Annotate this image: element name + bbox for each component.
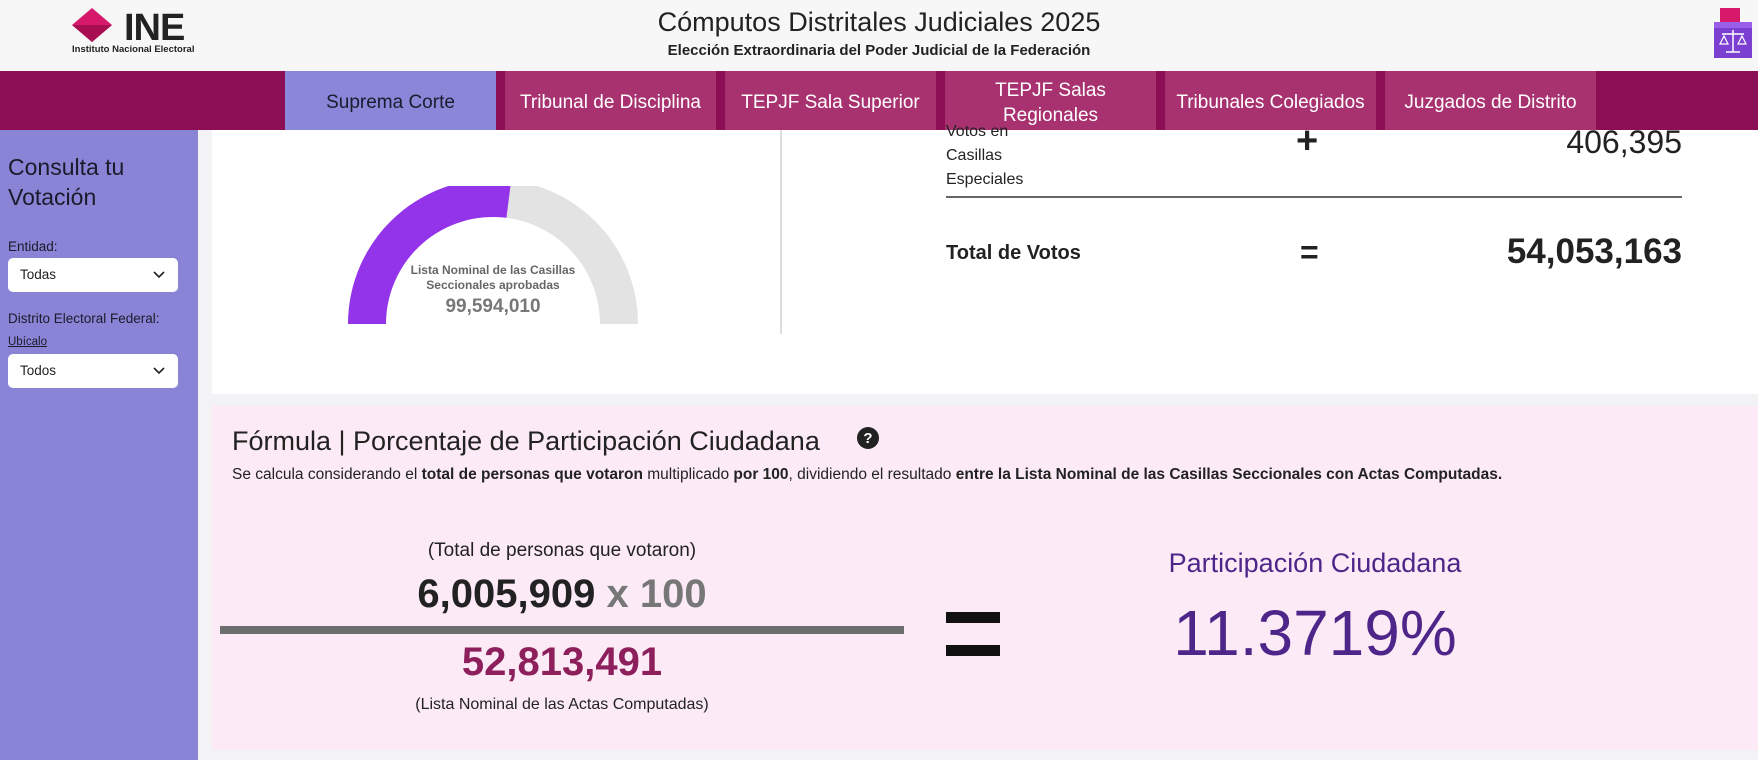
sum-divider xyxy=(946,196,1682,198)
tab-label: Suprema Corte xyxy=(326,92,455,113)
sidebar: Consulta tu Votación Entidad: Todas Dist… xyxy=(0,130,198,760)
votos-especiales-label: Votos en Casillas Especiales xyxy=(946,120,1056,192)
numerator-value: 6,005,909 xyxy=(417,572,596,616)
page-header: INE Instituto Nacional Electoral Cómputo… xyxy=(0,0,1758,71)
tab-sala-superior[interactable]: TEPJF Sala Superior xyxy=(725,71,936,130)
desc-part: , dividiendo el resultado xyxy=(788,466,956,483)
formula-description: Se calcula considerando el total de pers… xyxy=(232,466,1502,484)
desc-part-bold: entre la Lista Nominal de las Casillas S… xyxy=(955,466,1503,483)
numerator: 6,005,909 x 100 xyxy=(220,572,904,617)
participation-gauge xyxy=(348,186,638,324)
entidad-label: Entidad: xyxy=(8,239,58,254)
plus-operator: + xyxy=(1296,120,1319,162)
tab-label: Tribunal de Disciplina xyxy=(520,92,701,113)
tab-bar: Suprema Corte Tribunal de Disciplina TEP… xyxy=(0,71,1758,130)
fraction-bar xyxy=(220,626,904,634)
distrito-label: Distrito Electoral Federal: xyxy=(8,311,160,326)
desc-part: multiplicado xyxy=(642,466,734,483)
chevron-down-icon xyxy=(153,367,165,375)
tab-label: TEPJF Sala Superior xyxy=(741,92,920,113)
tab-suprema-corte[interactable]: Suprema Corte xyxy=(285,71,496,130)
logo-text: INE xyxy=(124,7,185,49)
participation-title: Participación Ciudadana xyxy=(1168,548,1462,578)
ine-logo[interactable]: INE Instituto Nacional Electoral xyxy=(72,8,222,56)
participation-value: 11.3719% xyxy=(1173,597,1457,669)
desc-part: Se calcula considerando el xyxy=(232,466,422,483)
tab-label: Tribunales Colegiados xyxy=(1176,92,1365,113)
tab-label: TEPJF Salas Regionales xyxy=(995,79,1106,126)
desc-part-bold: por 100 xyxy=(733,466,789,483)
desc-part-bold: total de personas que votaron xyxy=(421,466,643,483)
multiplier: x 100 xyxy=(606,572,707,616)
tab-salas-regionales[interactable]: TEPJF Salas Regionales xyxy=(945,71,1156,130)
ballot-diamond-icon xyxy=(72,8,112,42)
distrito-select-value: Todos xyxy=(20,363,57,378)
ubicalo-link[interactable]: Ubícalo xyxy=(8,336,47,348)
formula-title: Fórmula | Porcentaje de Participación Ci… xyxy=(232,426,820,456)
equals-sign xyxy=(946,612,1000,656)
gauge-label: Lista Nominal de las Casillas Seccionale… xyxy=(410,263,576,292)
distrito-select[interactable]: Todos xyxy=(8,354,178,388)
help-icon[interactable]: ? xyxy=(857,427,879,449)
logo-subtitle: Instituto Nacional Electoral xyxy=(72,44,195,55)
ballot-box-icon[interactable] xyxy=(1712,8,1754,58)
votos-especiales-value: 406,395 xyxy=(1566,124,1682,160)
card-divider xyxy=(780,130,782,334)
chevron-down-icon xyxy=(153,271,165,279)
denominator-label: (Lista Nominal de las Actas Computadas) xyxy=(415,696,709,713)
equals-operator: = xyxy=(1300,234,1319,270)
tab-juzgados-distrito[interactable]: Juzgados de Distrito xyxy=(1385,71,1596,130)
sidebar-title: Consulta tu Votación xyxy=(8,154,125,210)
denominator-value: 52,813,491 xyxy=(461,640,663,684)
tab-label: Juzgados de Distrito xyxy=(1404,92,1577,113)
entidad-select[interactable]: Todas xyxy=(8,258,178,292)
formula-card xyxy=(212,406,1758,750)
entidad-select-value: Todas xyxy=(20,267,57,282)
numerator-label: (Total de personas que votaron) xyxy=(427,540,697,561)
total-votos-value: 54,053,163 xyxy=(1506,232,1682,271)
tab-tribunales-colegiados[interactable]: Tribunales Colegiados xyxy=(1165,71,1376,130)
gauge-fill xyxy=(348,186,511,324)
tab-tribunal-disciplina[interactable]: Tribunal de Disciplina xyxy=(505,71,716,130)
votos-especiales-text: Votos en Casillas Especiales xyxy=(946,123,1024,188)
page-title: Cómputos Distritales Judiciales 2025 xyxy=(657,7,1101,37)
page-subtitle: Elección Extraordinaria del Poder Judici… xyxy=(667,42,1091,59)
gauge-value: 99,594,010 xyxy=(445,296,541,317)
summary-card xyxy=(212,130,1758,394)
total-votos-label: Total de Votos xyxy=(946,242,1081,264)
